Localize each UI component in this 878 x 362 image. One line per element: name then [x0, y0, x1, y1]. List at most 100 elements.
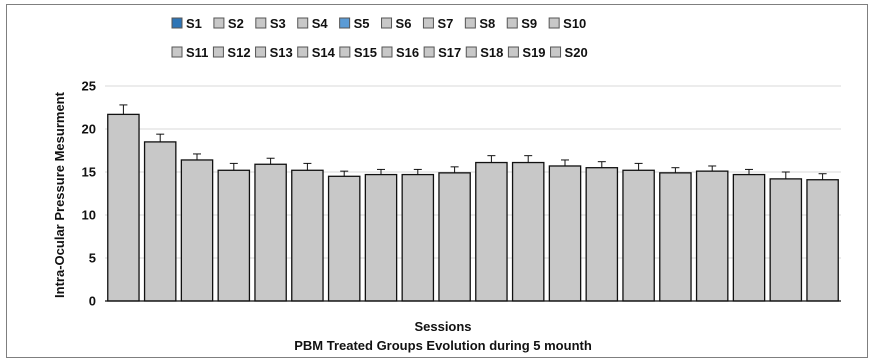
legend-label: S11: [186, 45, 208, 60]
chart-title: PBM Treated Groups Evolution during 5 mo…: [294, 338, 592, 353]
error-bar-s11: [487, 155, 496, 163]
legend-label: S17: [438, 45, 461, 60]
gridlines: [105, 85, 841, 259]
legend-label: S18: [480, 45, 503, 60]
bar-s4: [217, 169, 251, 302]
legend-swatch: [381, 17, 393, 29]
legend-entry-s4: S4: [297, 16, 329, 31]
bar-s3: [180, 159, 214, 302]
legend-swatch: [550, 46, 562, 58]
bar-s7: [327, 175, 361, 302]
error-bar-s2: [156, 133, 165, 142]
legend-entry-s10: S10: [548, 16, 586, 31]
legend-entry-s19: S19: [507, 45, 546, 60]
legend-swatch: [506, 17, 518, 29]
legend-label: S15: [354, 45, 377, 60]
error-bar-s4: [229, 162, 238, 171]
bar-s5: [254, 163, 287, 302]
legend-entry-s18: S18: [465, 45, 503, 60]
legend-label: S14: [312, 45, 336, 60]
legend: S1 S2 S3 S4 S5 S6 S7 S8 S9 S10 S11 S12 S13 S14 S15 S16 S…: [171, 16, 588, 60]
error-bar-s8: [377, 168, 385, 175]
legend-label: S8: [479, 16, 495, 31]
legend-entry-s14: S14: [297, 45, 336, 60]
error-bar-s7: [340, 170, 349, 177]
error-bar-s12: [524, 155, 533, 163]
legend-entry-s15: S15: [339, 45, 377, 60]
legend-swatch: [464, 17, 476, 29]
bar-s19: [769, 178, 803, 302]
bar-s2: [143, 141, 177, 302]
legend-entry-s16: S16: [381, 45, 419, 60]
legend-swatch: [297, 46, 309, 58]
legend-entry-s5: S5: [339, 16, 370, 31]
error-bar-s3: [193, 153, 201, 160]
y-tick-label: 0: [89, 294, 96, 309]
legend-label: S4: [312, 16, 329, 31]
legend-entry-s7: S7: [422, 16, 453, 31]
y-tick-label: 20: [82, 122, 96, 137]
bars: [107, 113, 839, 302]
legend-label: S19: [522, 45, 545, 60]
y-tick-label: 5: [89, 251, 96, 266]
bar-s10: [438, 172, 471, 302]
error-bar-s6: [303, 162, 312, 171]
bar-s18: [732, 173, 766, 302]
legend-label: S2: [228, 16, 244, 31]
chart: S1 S2 S3 S4 S5 S6 S7 S8 S9 S10 S11 S12 S13 S14 S15 S16 S…: [52, 16, 841, 353]
bar-s14: [585, 167, 619, 302]
legend-entry-s3: S3: [255, 16, 286, 31]
legend-swatch: [297, 17, 309, 29]
legend-entry-s9: S9: [506, 16, 537, 31]
legend-swatch: [255, 46, 267, 58]
legend-entry-s17: S17: [423, 45, 461, 60]
legend-label: S20: [565, 45, 588, 60]
error-bar-s19: [781, 171, 790, 179]
bar-s13: [548, 165, 582, 302]
bar-s9: [401, 173, 435, 302]
error-bar-s10: [450, 166, 459, 173]
legend-label: S9: [521, 16, 537, 31]
x-axis-label: Sessions: [414, 319, 471, 334]
legend-label: S16: [396, 45, 419, 60]
bar-s17: [695, 170, 729, 302]
legend-swatch: [212, 46, 224, 58]
legend-entry-s12: S12: [212, 45, 251, 60]
legend-entry-s8: S8: [464, 16, 495, 31]
legend-label: S5: [354, 16, 370, 31]
y-axis-label: Intra-Ocular Pressure Mesurment: [52, 91, 67, 298]
bar-s20: [806, 179, 839, 302]
bar-s15: [622, 169, 655, 302]
bar-s16: [659, 172, 692, 302]
error-bar-s16: [671, 167, 680, 173]
legend-swatch: [171, 46, 183, 58]
legend-swatch: [381, 46, 393, 58]
legend-swatch: [339, 17, 351, 29]
error-bar-s17: [708, 165, 717, 172]
legend-swatch: [339, 46, 351, 58]
error-bar-s1: [119, 104, 128, 115]
bar-s6: [291, 169, 324, 302]
legend-label: S3: [270, 16, 286, 31]
legend-entry-s13: S13: [255, 45, 293, 60]
error-bar-s5: [266, 157, 275, 165]
error-bars: [119, 104, 827, 180]
legend-swatch: [423, 46, 435, 58]
y-axis-ticks: 0 5 10 15 20 25: [82, 79, 96, 309]
legend-swatch: [213, 17, 225, 29]
bar-s11: [475, 161, 508, 302]
legend-entry-s6: S6: [381, 16, 411, 31]
error-bar-s18: [745, 168, 753, 175]
y-tick-label: 10: [82, 208, 96, 223]
legend-swatch: [465, 46, 477, 58]
legend-entry-s11: S11: [171, 45, 208, 60]
legend-label: S13: [270, 45, 293, 60]
bar-s1: [107, 113, 140, 302]
legend-swatch: [255, 17, 267, 29]
legend-entry-s20: S20: [550, 45, 588, 60]
legend-label: S10: [563, 16, 586, 31]
legend-swatch: [507, 46, 519, 58]
error-bar-s14: [597, 161, 606, 168]
bar-s12: [511, 161, 545, 302]
legend-label: S12: [227, 45, 250, 60]
